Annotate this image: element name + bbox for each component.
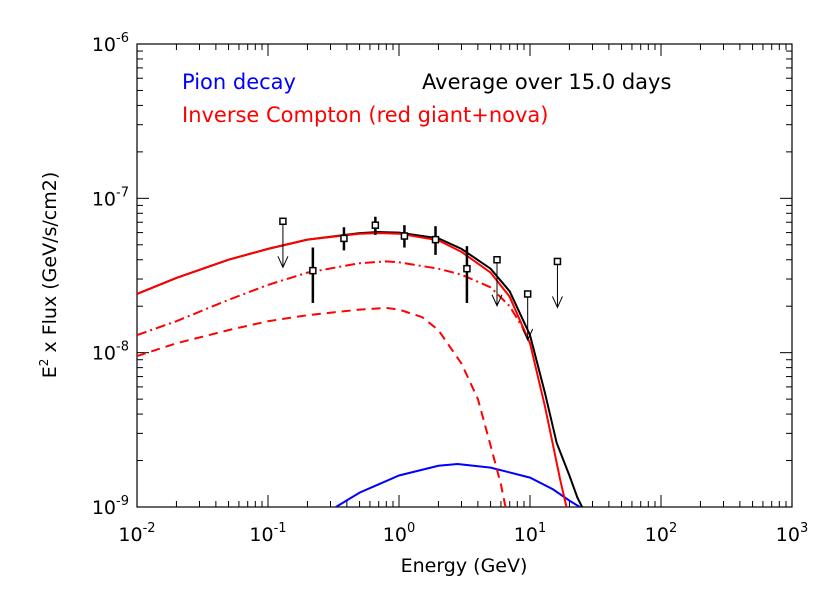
y-tick-label: 10-8	[92, 340, 129, 365]
upper-limit-point	[279, 217, 287, 226]
data-point	[371, 221, 380, 229]
axis-ticks	[136, 44, 792, 508]
series-line	[335, 462, 581, 507]
upper-limit-arrowhead	[551, 296, 563, 309]
x-axis-label: Energy (GeV)	[401, 555, 528, 577]
x-tick-label: 103	[776, 521, 808, 546]
upper-limit-arrowhead	[491, 294, 503, 307]
y-tick-label: 10-6	[92, 31, 129, 56]
upper-limit-point	[493, 255, 501, 264]
y-tick-labels: 10-9 10-8 10-7 10-6	[92, 31, 129, 519]
y-tick-label: 10-7	[92, 185, 129, 210]
upper-limit-arrowhead	[277, 256, 289, 269]
legend-pion-decay: Pion decay	[182, 70, 296, 94]
x-tick-label: 100	[383, 521, 415, 546]
legend-inverse-compton: Inverse Compton (red giant+nova)	[182, 103, 549, 127]
data-point	[463, 264, 471, 273]
y-tick-label: 10-9	[92, 494, 129, 519]
data-point	[309, 266, 317, 275]
data-point	[400, 232, 409, 240]
data-point	[431, 235, 440, 244]
data-point	[340, 234, 348, 243]
data-points	[277, 216, 563, 342]
x-tick-label: 102	[645, 521, 677, 546]
series-line	[137, 260, 525, 337]
upper-limit-point	[523, 290, 532, 298]
x-tick-label: 10-2	[118, 521, 155, 546]
x-tick-label: 10-1	[249, 521, 286, 546]
x-tick-labels: 10-2 10-1 100 101 102 103	[118, 521, 808, 546]
upper-limit-point	[553, 257, 562, 266]
legend-average: Average over 15.0 days	[422, 70, 671, 94]
series-line	[137, 306, 507, 507]
x-tick-label: 101	[514, 521, 546, 546]
y-axis-label: E2 x Flux (GeV/s/cm2)	[37, 172, 61, 379]
upper-limit-arrowhead	[522, 328, 534, 342]
